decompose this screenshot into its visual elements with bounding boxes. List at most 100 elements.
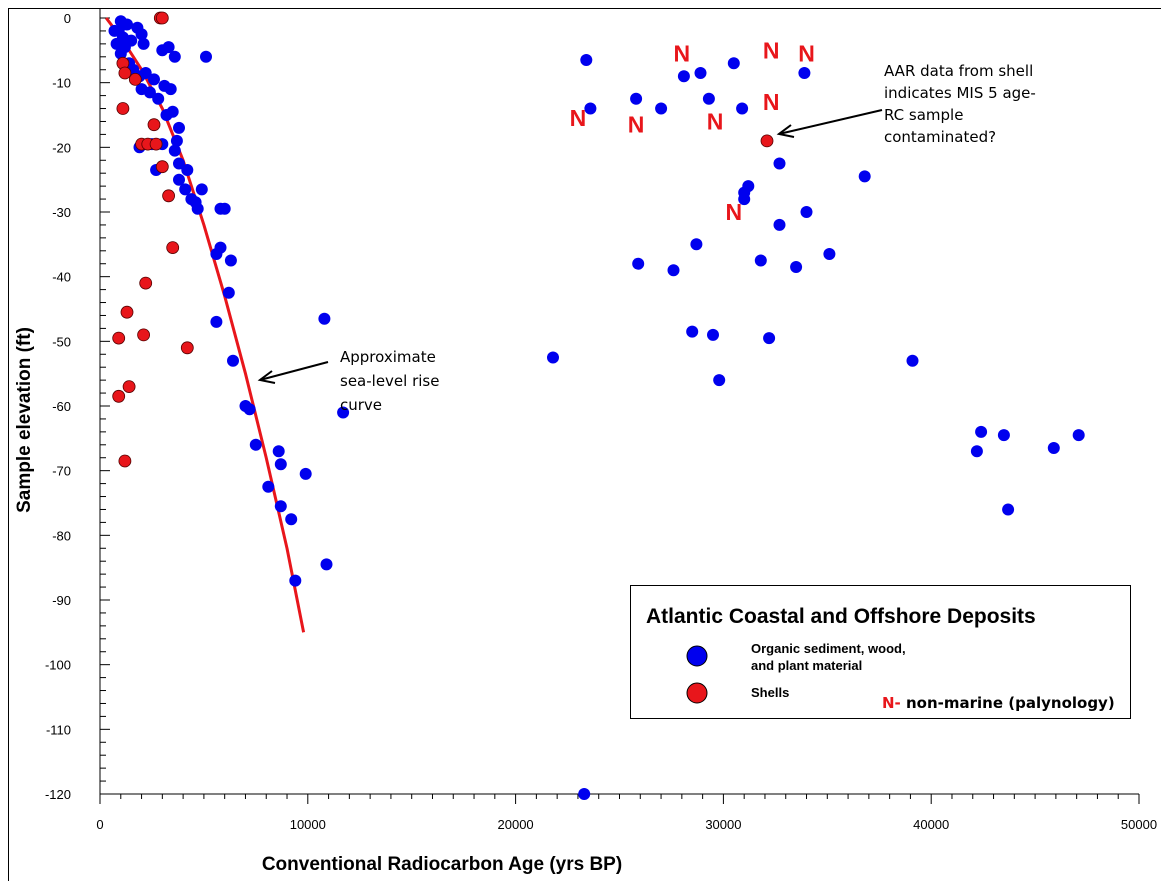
- organic-point: [754, 254, 767, 267]
- organic-point: [667, 264, 680, 277]
- curve-annotation-arrow: [259, 361, 329, 381]
- organic-point: [139, 67, 152, 79]
- organic-point: [108, 24, 121, 37]
- organic-point: [168, 144, 181, 157]
- shell-point: [112, 389, 126, 403]
- legend-non-marine: N- non-marine (palynology): [882, 694, 1115, 712]
- legend-label-organic-2: and plant material: [751, 658, 862, 673]
- organic-point: [272, 445, 285, 458]
- organic-point: [274, 458, 287, 471]
- x-tick-label: 10000: [290, 817, 326, 832]
- non-marine-mark: N: [707, 109, 724, 135]
- legend-swatch-organic: [686, 645, 708, 667]
- organic-point: [168, 50, 181, 63]
- shell-point: [155, 160, 169, 174]
- shell-point: [118, 66, 132, 80]
- organic-point: [790, 261, 803, 273]
- organic-point: [686, 325, 699, 338]
- y-tick-label: -90: [52, 593, 71, 608]
- shell-point: [112, 331, 126, 345]
- non-marine-marks-layer: N N NN N NNN: [570, 37, 815, 225]
- organic-point: [173, 121, 185, 134]
- non-marine-mark: N: [570, 105, 587, 131]
- organic-point: [179, 183, 192, 196]
- shell-point: [147, 118, 161, 132]
- organic-point: [823, 248, 836, 260]
- shell-point: [128, 73, 142, 86]
- organic-point: [690, 238, 703, 251]
- organic-point: [997, 429, 1010, 442]
- legend: Atlantic Coastal and Offshore Deposits O…: [630, 585, 1131, 719]
- non-marine-mark: N: [798, 41, 815, 67]
- non-marine-mark: N: [673, 41, 690, 67]
- organic-point: [707, 328, 719, 341]
- organic-point: [114, 47, 127, 60]
- legend-title: Atlantic Coastal and Offshore Deposits: [646, 605, 1036, 628]
- curve-annotation-line-1: Approximate: [340, 348, 436, 366]
- legend-label-organic-1: Organic sediment, wood,: [751, 641, 906, 656]
- y-tick-label: -80: [52, 528, 71, 543]
- curve-annotation-line-3: curve: [340, 396, 382, 414]
- shell-point: [139, 276, 153, 290]
- organic-point: [970, 445, 983, 458]
- organic-point: [800, 206, 813, 218]
- aar-annotation-line-3: RC sample: [884, 106, 963, 124]
- organic-point: [121, 18, 133, 31]
- x-tick-label: 20000: [498, 817, 534, 832]
- organic-point: [580, 54, 593, 66]
- x-tick-label: 40000: [913, 817, 949, 832]
- organic-point: [289, 574, 302, 587]
- organic-point: [148, 73, 160, 86]
- organic-point: [195, 183, 208, 196]
- shell-point: [122, 380, 136, 394]
- organic-point: [152, 92, 165, 105]
- legend-swatch-shells: [686, 682, 708, 704]
- x-tick-label: 0: [96, 817, 103, 832]
- y-tick-label: -50: [52, 334, 71, 349]
- x-tick-label: 50000: [1121, 817, 1157, 832]
- aar-annotation: AAR data from shell indicates MIS 5 age-…: [776, 62, 1036, 146]
- organic-point: [200, 50, 212, 63]
- organic-point: [655, 102, 668, 115]
- organic-point: [222, 286, 235, 299]
- y-tick-label: -100: [45, 658, 71, 673]
- organic-point: [727, 57, 740, 70]
- y-tick-label: -70: [52, 464, 71, 479]
- organic-point: [164, 83, 177, 96]
- organic-point: [318, 312, 331, 325]
- organic-point: [736, 102, 749, 115]
- legend-n-letter: N-: [882, 694, 901, 712]
- organic-point: [1072, 429, 1085, 442]
- y-tick-label: -20: [52, 140, 71, 155]
- aar-annotation-line-2: indicates MIS 5 age-: [884, 84, 1036, 102]
- organic-point: [578, 788, 591, 800]
- organic-point: [858, 170, 871, 183]
- organic-point: [702, 92, 715, 105]
- organic-point: [249, 438, 262, 451]
- shell-point: [120, 305, 134, 319]
- organic-point: [170, 134, 183, 147]
- organic-point: [166, 105, 179, 118]
- y-axis-title: Sample elevation (ft): [14, 327, 35, 513]
- organic-point: [773, 218, 786, 231]
- organic-point: [243, 403, 256, 416]
- shell-point: [149, 137, 163, 151]
- x-tick-label: 30000: [705, 817, 741, 832]
- organic-point: [320, 558, 333, 571]
- organic-point: [218, 202, 231, 215]
- legend-n-label: non-marine (palynology): [901, 694, 1115, 712]
- organic-point: [210, 315, 223, 328]
- organic-point: [906, 354, 919, 367]
- y-tick-label: -110: [46, 722, 71, 737]
- aar-annotation-line-1: AAR data from shell: [884, 62, 1033, 80]
- aar-annotation-arrow: [778, 109, 883, 135]
- organic-point: [584, 102, 597, 115]
- organic-point: [632, 257, 645, 270]
- organic-point: [274, 500, 287, 513]
- non-marine-mark: N: [725, 199, 742, 225]
- organic-point: [137, 37, 150, 50]
- sea-level-curve-layer: [105, 17, 306, 633]
- curve-annotation-line-2: sea-level rise: [340, 372, 439, 390]
- organic-point: [227, 354, 239, 367]
- organic-point: [713, 374, 726, 387]
